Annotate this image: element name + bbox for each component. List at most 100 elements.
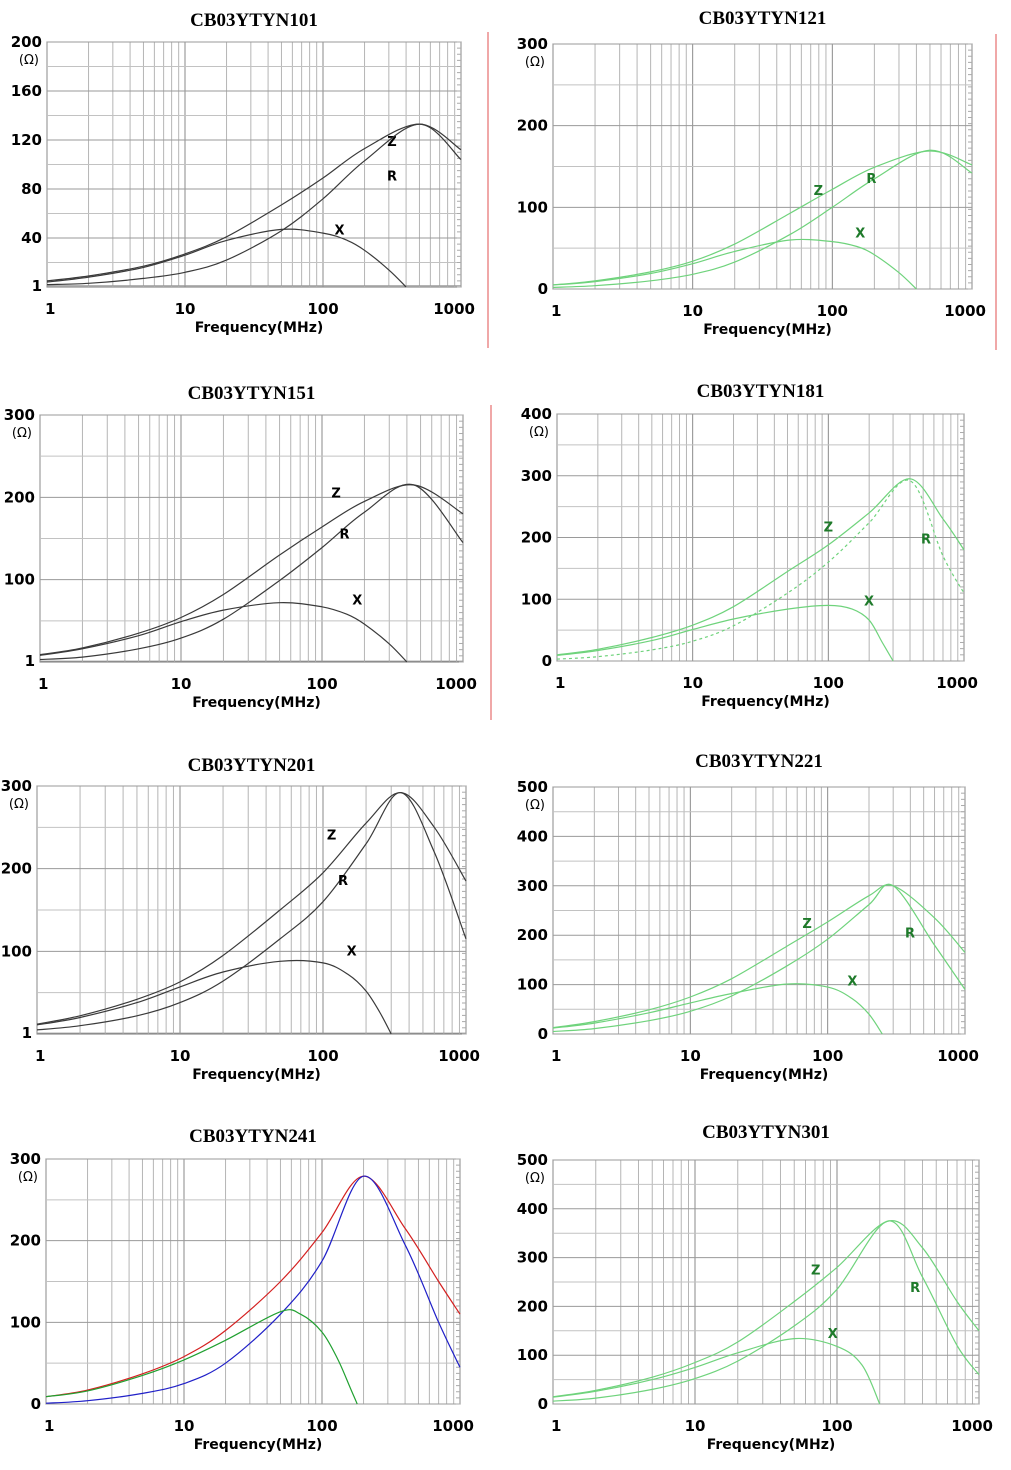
series-r-line [46, 123, 462, 286]
x-tick-label: 1000 [951, 1417, 993, 1435]
y-tick-label: 40 [21, 229, 42, 247]
x-tick-label: 1 [45, 300, 55, 318]
y-tick-label: 100 [517, 198, 548, 216]
chart-title: CB03YTYN221 [695, 751, 823, 772]
y-tick-label: 1 [22, 1024, 32, 1042]
x-tick-label: 1 [551, 302, 561, 320]
series-x-line [556, 604, 894, 662]
chart-title: CB03YTYN121 [699, 8, 827, 29]
x-axis-label: Frequency(MHz) [195, 320, 324, 336]
series-r-label: R [387, 169, 397, 184]
series-x-label: X [347, 944, 357, 959]
series-z-line [45, 1175, 461, 1398]
y-tick-label: 400 [517, 827, 548, 845]
x-tick-label: 10 [682, 674, 703, 692]
series-x-line [552, 983, 883, 1035]
x-tick-label: 1000 [432, 1417, 474, 1435]
x-tick-label: 10 [175, 300, 196, 318]
x-axis-label: Frequency(MHz) [707, 1437, 836, 1453]
series-x-line [45, 1309, 358, 1405]
x-tick-label: 1 [551, 1417, 561, 1435]
y-tick-label: 0 [538, 1025, 548, 1043]
y-tick-label: 100 [517, 976, 548, 994]
series-r-line [556, 479, 965, 660]
y-tick-label: 300 [4, 406, 35, 424]
x-tick-label: 100 [813, 674, 844, 692]
x-tick-label: 1000 [936, 674, 978, 692]
series-r-line [552, 883, 966, 1033]
x-tick-label: 10 [170, 1047, 191, 1065]
y-tick-label: 200 [517, 117, 548, 135]
series-r-line [552, 1220, 980, 1402]
series-x-label: X [864, 594, 874, 609]
series-z-label: Z [811, 1264, 820, 1279]
x-tick-label: 1000 [438, 1047, 480, 1065]
y-tick-label: 300 [1, 777, 32, 795]
series-x-line [39, 602, 408, 663]
x-tick-label: 1000 [937, 1047, 979, 1065]
y-tick-label: 160 [11, 82, 42, 100]
x-tick-label: 100 [306, 675, 337, 693]
chart-title: CB03YTYN241 [189, 1126, 317, 1147]
x-tick-label: 1 [35, 1047, 45, 1065]
series-z-label: Z [331, 486, 340, 501]
x-tick-label: 10 [685, 1417, 706, 1435]
series-z-line [552, 150, 973, 286]
y-tick-label: 100 [10, 1313, 41, 1331]
y-tick-label: 1 [25, 652, 35, 670]
x-tick-label: 1 [551, 1047, 561, 1065]
series-x-label: X [335, 223, 345, 238]
y-tick-label: 400 [517, 1200, 548, 1218]
y-tick-label: 120 [11, 131, 42, 149]
series-z-line [39, 484, 464, 656]
y-tick-label: 500 [517, 778, 548, 796]
x-tick-label: 1 [555, 674, 565, 692]
chart-title: CB03YTYN101 [190, 10, 318, 31]
series-x-label: X [828, 1327, 838, 1342]
series-r-line [552, 149, 973, 288]
series-x-line [552, 1337, 881, 1405]
chart-4: CB03YTYN201 1 100 200 300 (Ω) 1 10 100 1000 Freque… [1, 755, 480, 1083]
x-tick-label: 10 [174, 1417, 195, 1435]
y-tick-label: 80 [21, 180, 42, 198]
y-tick-label: 0 [538, 280, 548, 298]
y-tick-label: 0 [538, 1395, 548, 1413]
series-x-line [36, 959, 392, 1035]
y-tick-label: 200 [1, 860, 32, 878]
series-z-label: Z [814, 184, 823, 199]
x-tick-label: 10 [171, 675, 192, 693]
x-axis-label: Frequency(MHz) [192, 695, 321, 711]
y-tick-label: 400 [521, 405, 552, 423]
y-unit-label: (Ω) [529, 425, 549, 440]
y-tick-label: 300 [521, 467, 552, 485]
y-tick-label: 300 [517, 877, 548, 895]
x-tick-label: 100 [812, 1047, 843, 1065]
y-tick-label: 200 [10, 1232, 41, 1250]
y-unit-label: (Ω) [525, 1171, 545, 1186]
series-x-line [46, 228, 407, 288]
series-r-line [39, 483, 464, 661]
x-axis-label: Frequency(MHz) [192, 1067, 321, 1083]
series-r-label: R [340, 528, 350, 543]
series-r-label: R [921, 533, 931, 548]
series-z-label: Z [824, 520, 833, 535]
x-tick-label: 1 [38, 675, 48, 693]
x-axis-label: Frequency(MHz) [700, 1067, 829, 1083]
chart-7: CB03YTYN301 0 100 200 300 400 500 (Ω) 1 10 100 1000… [517, 1122, 993, 1453]
x-tick-label: 1000 [944, 302, 986, 320]
chart-6: CB03YTYN241 0 100 200 300 (Ω) 1 10 100 1000 Freque… [10, 1126, 474, 1453]
y-tick-label: 300 [517, 1249, 548, 1267]
series-r-label: R [905, 927, 915, 942]
y-tick-label: 500 [517, 1151, 548, 1169]
y-tick-label: 200 [521, 529, 552, 547]
chart-2: CB03YTYN151 1 100 200 300 (Ω) 1 10 100 1000 Freque… [4, 383, 477, 711]
y-tick-label: 300 [517, 35, 548, 53]
series-r-label: R [910, 1281, 920, 1296]
series-z-line [46, 123, 462, 282]
chart-title: CB03YTYN301 [702, 1122, 830, 1143]
y-tick-label: 200 [517, 926, 548, 944]
chart-title: CB03YTYN181 [697, 381, 825, 402]
x-tick-label: 10 [680, 1047, 701, 1065]
y-tick-label: 100 [521, 590, 552, 608]
